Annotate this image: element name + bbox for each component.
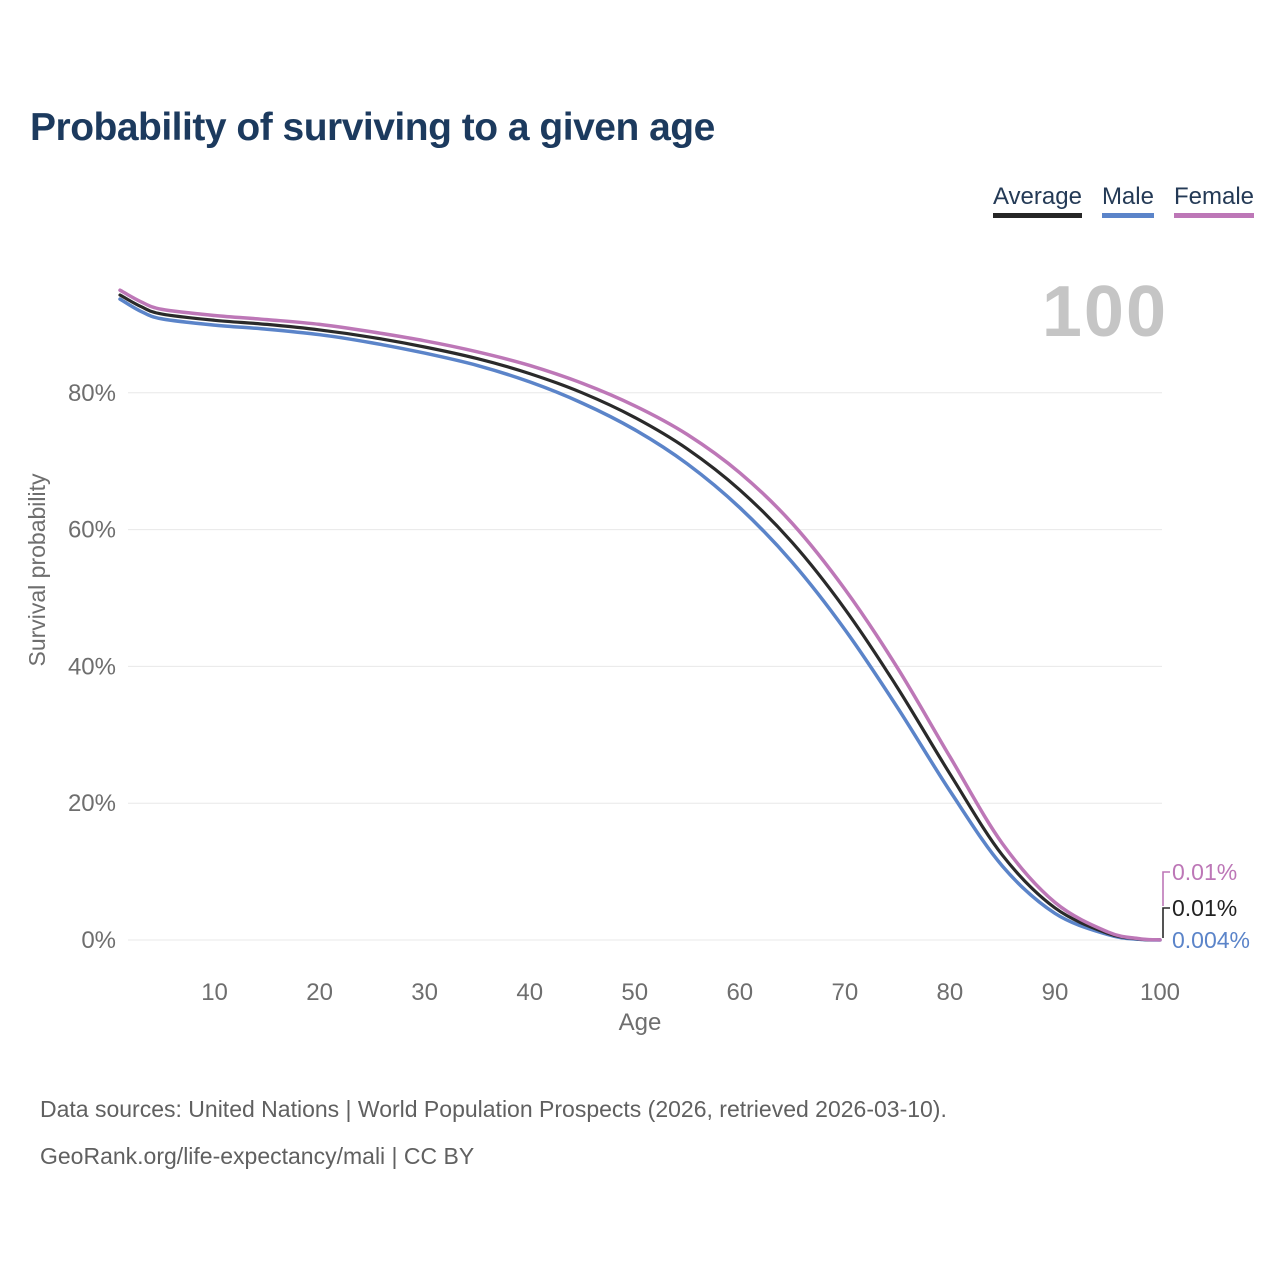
end-label-female: 0.01%: [1172, 859, 1238, 885]
x-tick-label: 30: [411, 979, 438, 1006]
legend: Average Male Female: [973, 183, 1254, 219]
legend-item-male[interactable]: Male: [1101, 183, 1154, 219]
y-tick-label: 40%: [68, 653, 116, 680]
x-tick-label: 70: [831, 979, 858, 1006]
x-tick-label: 60: [726, 979, 753, 1006]
y-tick-label: 0%: [81, 927, 116, 954]
data-source-line2: GeoRank.org/life-expectancy/mali | CC BY: [40, 1143, 475, 1169]
end-label-average: 0.01%: [1172, 895, 1238, 921]
data-source-note: Data sources: United Nations | World Pop…: [40, 1086, 947, 1180]
series-line-average: [118, 293, 1162, 942]
x-tick-label: 10: [201, 979, 228, 1006]
x-tick-label: 100: [1140, 979, 1180, 1006]
x-axis-title: Age: [619, 1009, 662, 1036]
x-tick-label: 50: [621, 979, 648, 1006]
x-tick-label: 40: [516, 979, 543, 1006]
chart-title: Probability of surviving to a given age: [30, 106, 715, 149]
age-annotation: 100: [1041, 272, 1168, 352]
x-tick-label: 90: [1042, 979, 1069, 1006]
data-source-line1: Data sources: United Nations | World Pop…: [40, 1096, 947, 1122]
end-label-connector-average: [1162, 907, 1170, 938]
x-tick-label: 20: [306, 979, 333, 1006]
series-line-female: [118, 288, 1162, 942]
end-label-connector-female: [1162, 871, 1170, 906]
legend-item-average[interactable]: Average: [992, 183, 1082, 219]
y-tick-label: 80%: [68, 380, 116, 407]
y-axis-title: Survival probability: [24, 473, 50, 667]
y-tick-label: 60%: [68, 517, 116, 544]
end-label-male: 0.004%: [1172, 927, 1251, 953]
y-tick-label: 20%: [68, 790, 116, 817]
legend-item-female[interactable]: Female: [1173, 183, 1254, 219]
x-tick-label: 80: [937, 979, 964, 1006]
series-line-male: [118, 297, 1162, 942]
